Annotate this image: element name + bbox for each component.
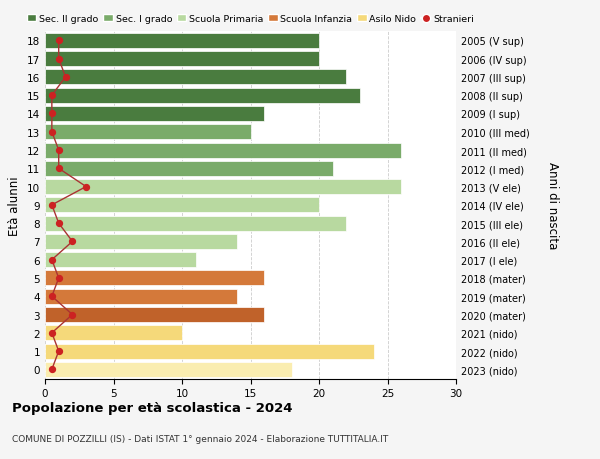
Bar (45, 344, 374, 359)
Point (68, 311, 77, 319)
Point (47, 257, 56, 264)
Point (47, 330, 56, 337)
Bar (45, 252, 196, 268)
Text: Popolazione per età scolastica - 2024: Popolazione per età scolastica - 2024 (12, 402, 293, 414)
Point (61, 74, 70, 81)
Y-axis label: Anni di nascita: Anni di nascita (546, 162, 559, 249)
Bar (45, 179, 401, 195)
Point (47, 129, 56, 136)
Point (54, 347, 64, 355)
Point (81, 184, 91, 191)
Bar (45, 125, 251, 140)
Y-axis label: Età alunni: Età alunni (8, 176, 22, 235)
Bar (45, 198, 319, 213)
Legend: Sec. II grado, Sec. I grado, Scuola Primaria, Scuola Infanzia, Asilo Nido, Stran: Sec. II grado, Sec. I grado, Scuola Prim… (27, 15, 474, 24)
Point (54, 38, 64, 45)
Bar (45, 107, 264, 122)
Point (54, 220, 64, 227)
Point (47, 111, 56, 118)
Bar (45, 235, 237, 249)
Bar (45, 34, 319, 49)
Point (68, 238, 77, 246)
Bar (45, 89, 360, 103)
Point (47, 92, 56, 100)
Point (47, 366, 56, 373)
Point (54, 165, 64, 173)
Text: COMUNE DI POZZILLI (IS) - Dati ISTAT 1° gennaio 2024 - Elaborazione TUTTITALIA.I: COMUNE DI POZZILLI (IS) - Dati ISTAT 1° … (12, 434, 388, 443)
Bar (45, 325, 182, 341)
Bar (45, 143, 401, 158)
Point (54, 274, 64, 282)
Bar (45, 289, 237, 304)
Bar (45, 362, 292, 377)
Point (54, 56, 64, 63)
Bar (45, 52, 319, 67)
Bar (45, 162, 332, 176)
Point (54, 147, 64, 154)
Bar (45, 271, 264, 286)
Point (47, 202, 56, 209)
Bar (45, 308, 264, 322)
Bar (45, 216, 346, 231)
Bar (45, 70, 346, 85)
Point (47, 293, 56, 300)
